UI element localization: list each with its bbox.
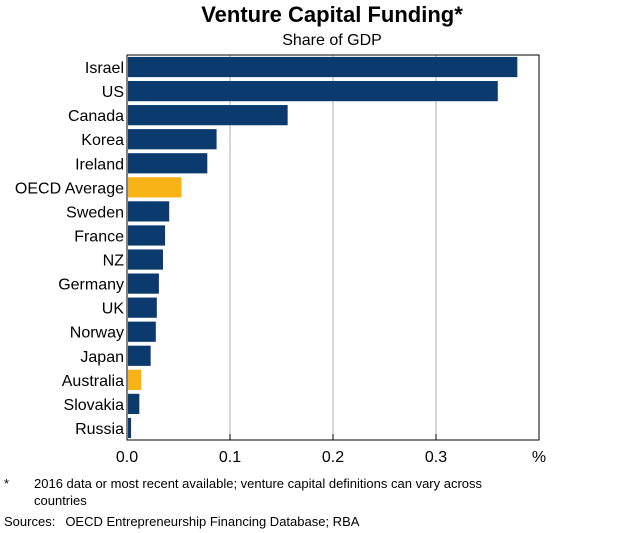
category-label: Israel: [85, 60, 124, 77]
bar-slovakia: [128, 393, 140, 415]
bar-canada: [128, 105, 288, 126]
bar-israel: [128, 56, 518, 78]
x-tick-label: 0.0: [116, 449, 138, 466]
sources-text: OECD Entrepreneurship Financing Database…: [65, 514, 360, 529]
category-label: Norway: [70, 325, 124, 342]
category-label: Australia: [62, 373, 124, 390]
category-label: Korea: [81, 132, 124, 149]
sources-label: Sources:: [4, 514, 56, 529]
category-label: Sweden: [66, 204, 124, 221]
category-label: Slovakia: [64, 397, 125, 414]
category-label: Ireland: [75, 156, 124, 173]
category-label: OECD Average: [15, 180, 124, 197]
x-tick-label: 0.1: [219, 449, 241, 466]
bar-us: [128, 80, 498, 102]
category-label: NZ: [103, 253, 125, 270]
bar-ireland: [128, 153, 208, 174]
x-unit-label: %: [532, 449, 546, 466]
bar-germany: [128, 273, 159, 294]
category-label: Germany: [58, 277, 124, 294]
bar-uk: [128, 297, 157, 318]
category-label: US: [102, 84, 124, 101]
bar-sweden: [128, 201, 170, 222]
bar-norway: [128, 321, 156, 342]
bar-japan: [128, 345, 151, 366]
x-tick-label: 0.2: [322, 449, 344, 466]
sources-note: Sources: OECD Entrepreneurship Financing …: [4, 514, 369, 529]
bar-australia: [128, 369, 142, 390]
bar-korea: [128, 129, 217, 150]
bar-nz: [128, 249, 164, 270]
chart-subtitle: Share of GDP: [282, 32, 382, 49]
bar-russia: [128, 417, 132, 439]
bar-oecd-average: [128, 177, 182, 198]
footnote-marker: *: [4, 476, 10, 491]
chart-title: Venture Capital Funding*: [201, 2, 463, 27]
category-label: Russia: [75, 421, 124, 438]
category-label: UK: [102, 301, 125, 318]
footnote-text: 2016 data or most recent available; vent…: [34, 476, 483, 508]
category-label: France: [74, 228, 124, 245]
bar-france: [128, 225, 166, 246]
category-label: Japan: [80, 349, 124, 366]
x-tick-label: 0.3: [425, 449, 447, 466]
category-label: Canada: [68, 108, 124, 125]
